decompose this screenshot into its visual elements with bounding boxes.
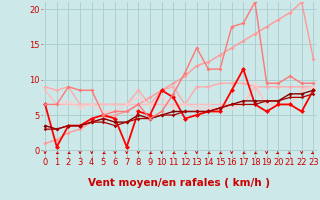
X-axis label: Vent moyen/en rafales ( km/h ): Vent moyen/en rafales ( km/h ) [88, 178, 270, 188]
